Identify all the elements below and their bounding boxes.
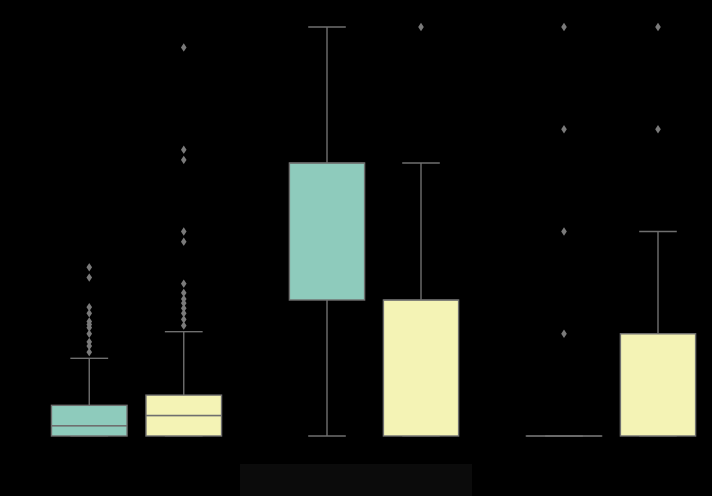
outlier-point xyxy=(561,125,567,134)
outlier-point xyxy=(180,279,187,288)
outlier-point xyxy=(180,303,187,313)
box xyxy=(382,299,460,437)
plot-area xyxy=(42,7,231,457)
outlier-point xyxy=(180,43,187,52)
outlier-point xyxy=(180,227,187,236)
boxplot-panel-2 xyxy=(280,7,468,457)
box-group xyxy=(525,22,603,437)
outlier-point xyxy=(418,22,424,32)
outlier-point xyxy=(180,309,187,318)
outlier-point xyxy=(86,302,93,312)
outlier-point xyxy=(561,227,567,236)
outlier-point xyxy=(86,329,93,338)
outlier-point xyxy=(86,347,93,357)
box-group xyxy=(145,43,223,437)
box xyxy=(288,162,366,301)
box xyxy=(50,404,128,437)
outlier-point xyxy=(561,22,567,32)
outlier-point xyxy=(180,145,187,154)
outlier-point xyxy=(655,22,661,32)
outlier-point xyxy=(86,337,93,347)
outlier-point xyxy=(86,263,93,272)
outlier-point xyxy=(180,294,187,304)
outlier-point xyxy=(655,125,661,134)
boxplot-panel-1 xyxy=(42,7,231,457)
outlier-point xyxy=(86,309,93,318)
outlier-point xyxy=(180,315,187,324)
box-group xyxy=(288,26,366,437)
outlier-point xyxy=(180,321,187,330)
boxplot-panel-3 xyxy=(517,7,705,457)
box-group xyxy=(382,22,460,437)
outlier-point xyxy=(561,329,567,338)
outlier-point xyxy=(180,155,187,165)
outlier-point xyxy=(86,317,93,326)
box xyxy=(619,333,697,437)
outlier-point xyxy=(180,237,187,246)
box-group xyxy=(619,22,697,437)
outlier-point xyxy=(86,273,93,282)
box-group xyxy=(50,263,128,437)
caption-strip xyxy=(240,464,472,496)
outlier-point xyxy=(180,288,187,298)
